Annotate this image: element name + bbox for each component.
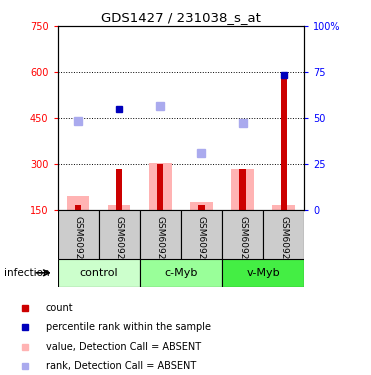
Title: GDS1427 / 231038_s_at: GDS1427 / 231038_s_at — [101, 11, 261, 24]
Text: GSM60929: GSM60929 — [279, 216, 288, 265]
Bar — [140, 259, 222, 287]
Text: count: count — [46, 303, 73, 313]
Text: v-Myb: v-Myb — [246, 268, 280, 278]
Bar — [99, 210, 140, 259]
Text: GSM60924: GSM60924 — [73, 216, 83, 265]
Text: percentile rank within the sample: percentile rank within the sample — [46, 322, 211, 332]
Bar — [58, 259, 140, 287]
Text: rank, Detection Call = ABSENT: rank, Detection Call = ABSENT — [46, 361, 196, 371]
Bar — [181, 210, 222, 259]
Bar — [280, 72, 287, 210]
Bar — [263, 210, 304, 259]
Bar — [272, 206, 295, 210]
Bar — [198, 206, 204, 210]
Bar — [108, 206, 131, 210]
Bar — [140, 210, 181, 259]
Text: value, Detection Call = ABSENT: value, Detection Call = ABSENT — [46, 342, 201, 352]
Text: control: control — [79, 268, 118, 278]
Bar — [222, 210, 263, 259]
Bar — [239, 169, 246, 210]
Bar — [75, 206, 81, 210]
Bar — [231, 169, 254, 210]
Text: c-Myb: c-Myb — [164, 268, 197, 278]
Text: GSM60927: GSM60927 — [197, 216, 206, 265]
Bar — [116, 169, 122, 210]
Bar — [190, 202, 213, 210]
Bar — [222, 259, 304, 287]
Text: GSM60926: GSM60926 — [156, 216, 165, 265]
Bar — [149, 162, 172, 210]
Text: GSM60925: GSM60925 — [115, 216, 124, 265]
Text: GSM60928: GSM60928 — [238, 216, 247, 265]
Bar — [67, 196, 89, 210]
Text: infection: infection — [4, 268, 49, 278]
Bar — [157, 164, 163, 210]
Bar — [58, 210, 99, 259]
